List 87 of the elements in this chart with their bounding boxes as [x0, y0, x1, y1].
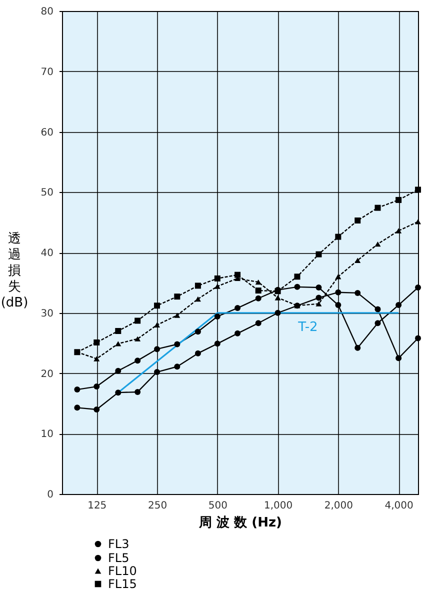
legend-label: FL10	[108, 564, 137, 578]
point	[94, 339, 100, 346]
point	[174, 341, 180, 348]
point	[115, 328, 122, 334]
y-tick-label: 60	[40, 127, 54, 138]
point	[234, 272, 241, 278]
point	[255, 320, 262, 326]
point	[274, 295, 281, 300]
point	[74, 404, 80, 411]
point	[354, 290, 361, 296]
y-tick-label: 30	[40, 308, 54, 320]
point	[115, 341, 122, 346]
point	[335, 289, 342, 296]
point	[354, 218, 361, 224]
y-tick-label: 20	[40, 368, 54, 380]
point	[415, 335, 421, 342]
point	[335, 234, 342, 240]
point	[294, 284, 300, 290]
x-tick-label: 2,000	[324, 500, 353, 512]
legend-label: FL15	[108, 577, 137, 591]
point	[335, 274, 342, 280]
point	[316, 301, 322, 306]
y-tick-label: 0	[47, 490, 54, 500]
point	[255, 295, 262, 302]
point	[396, 302, 402, 308]
x-tick-label: 1,000	[264, 500, 293, 512]
point	[134, 358, 141, 364]
point	[374, 204, 381, 211]
x-tick-label: 250	[148, 500, 168, 512]
point	[415, 186, 421, 193]
point	[354, 258, 361, 263]
point	[134, 318, 141, 324]
point	[234, 305, 241, 312]
point	[214, 340, 220, 347]
point	[94, 384, 100, 390]
legend-label: FL5	[108, 551, 130, 565]
point	[154, 346, 160, 352]
point	[274, 310, 281, 316]
point	[115, 368, 122, 374]
point	[214, 314, 220, 320]
point	[74, 386, 80, 393]
point	[255, 279, 262, 285]
point	[396, 355, 402, 362]
point	[134, 388, 141, 395]
y-tick-label: 40	[40, 248, 54, 259]
point	[214, 275, 220, 282]
x-axis-title: 周 波 数 (Hz)	[198, 516, 282, 530]
point	[415, 284, 421, 291]
point	[374, 306, 381, 312]
point	[316, 284, 322, 291]
point	[174, 294, 180, 300]
x-tick-label: 4,000	[384, 500, 414, 512]
series-label: T-2	[297, 320, 318, 335]
point	[316, 294, 322, 301]
point	[396, 228, 402, 234]
point	[294, 274, 300, 280]
point	[335, 302, 342, 308]
point	[396, 196, 402, 203]
y-tick-label: 50	[40, 188, 54, 199]
point	[316, 251, 322, 258]
point	[174, 312, 180, 318]
y-tick-label: 80	[40, 6, 54, 18]
x-tick-label: 500	[208, 500, 228, 512]
point	[374, 241, 381, 247]
point	[94, 356, 100, 362]
y-tick-label: 70	[40, 66, 54, 78]
point	[234, 330, 241, 336]
x-tick-label: 125	[88, 500, 107, 512]
point	[194, 328, 201, 335]
point	[154, 369, 160, 376]
point	[154, 302, 160, 309]
legend-label: FL3	[108, 537, 130, 551]
point	[94, 406, 100, 412]
point	[115, 390, 122, 396]
point	[214, 284, 220, 289]
point	[154, 322, 160, 328]
y-axis-title: 透過損失(dB)	[0, 232, 28, 311]
point	[415, 219, 421, 224]
point	[194, 350, 201, 356]
point	[194, 282, 201, 289]
point	[194, 296, 201, 302]
y-tick-label: 10	[40, 429, 54, 440]
point	[134, 336, 141, 342]
point	[374, 320, 381, 326]
point	[354, 344, 361, 351]
point	[174, 364, 180, 370]
point	[255, 288, 262, 294]
